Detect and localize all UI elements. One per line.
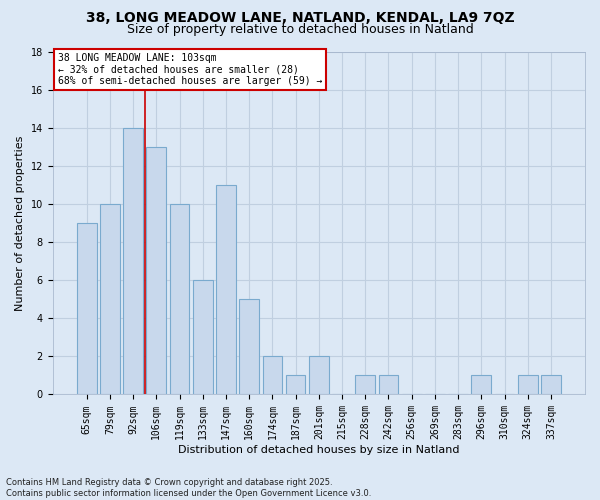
Bar [216,185,236,394]
Bar [518,376,538,394]
Bar [263,356,282,395]
Bar [77,223,97,394]
Bar [100,204,120,394]
X-axis label: Distribution of detached houses by size in Natland: Distribution of detached houses by size … [178,445,460,455]
Bar [541,376,561,394]
Bar [123,128,143,394]
Text: Size of property relative to detached houses in Natland: Size of property relative to detached ho… [127,22,473,36]
Bar [309,356,329,395]
Bar [355,376,375,394]
Text: 38 LONG MEADOW LANE: 103sqm
← 32% of detached houses are smaller (28)
68% of sem: 38 LONG MEADOW LANE: 103sqm ← 32% of det… [58,53,322,86]
Bar [239,299,259,394]
Bar [379,376,398,394]
Bar [193,280,212,394]
Y-axis label: Number of detached properties: Number of detached properties [15,136,25,310]
Bar [286,376,305,394]
Bar [472,376,491,394]
Bar [146,147,166,394]
Text: Contains HM Land Registry data © Crown copyright and database right 2025.
Contai: Contains HM Land Registry data © Crown c… [6,478,371,498]
Bar [170,204,190,394]
Text: 38, LONG MEADOW LANE, NATLAND, KENDAL, LA9 7QZ: 38, LONG MEADOW LANE, NATLAND, KENDAL, L… [86,12,514,26]
